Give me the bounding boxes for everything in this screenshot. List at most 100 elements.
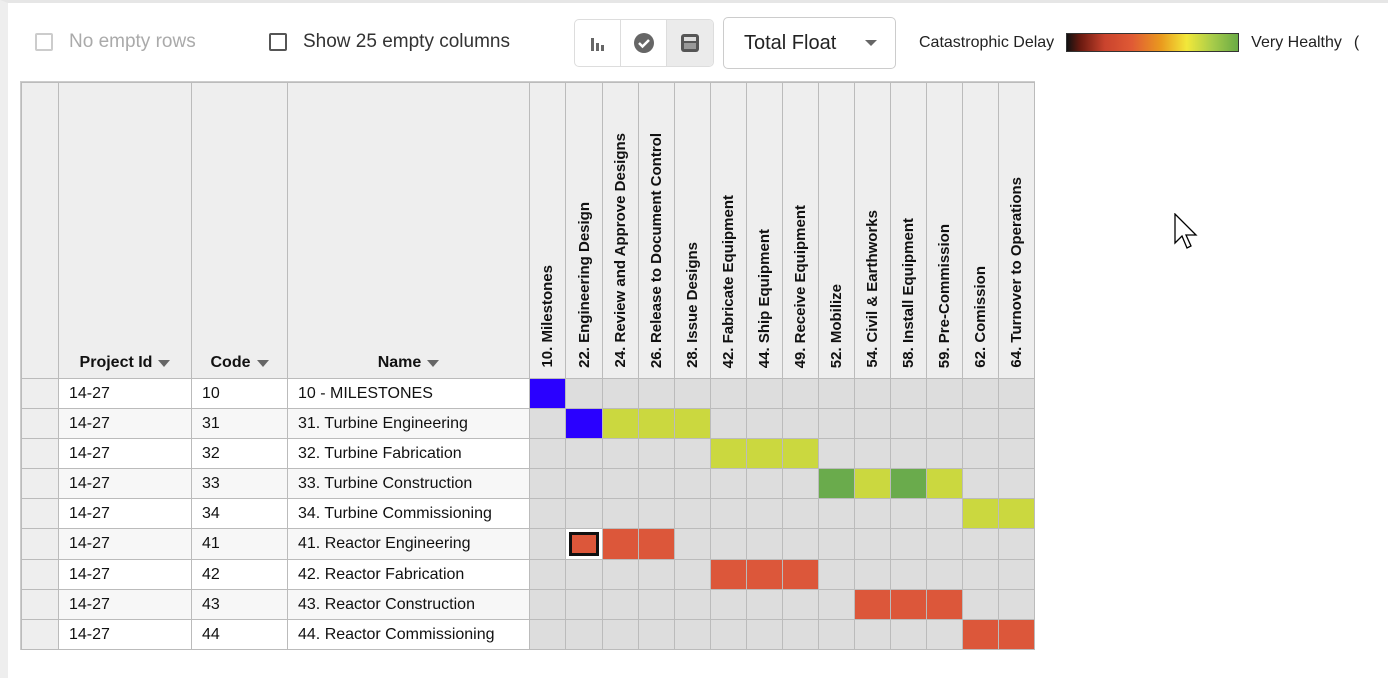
heatmap-cell[interactable]: [818, 468, 855, 499]
table-row[interactable]: 14-27 41 41. Reactor Engineering: [21, 528, 1035, 560]
heatmap-cell[interactable]: [998, 559, 1035, 590]
heatmap-cell[interactable]: [710, 408, 747, 439]
name-cell[interactable]: 43. Reactor Construction: [287, 589, 530, 620]
heatmap-cell[interactable]: [782, 378, 819, 409]
heatmap-cell[interactable]: [529, 619, 566, 650]
name-cell[interactable]: 10 - MILESTONES: [287, 378, 530, 409]
heatmap-cell[interactable]: [565, 589, 603, 620]
heatmap-cell[interactable]: [674, 468, 711, 499]
heatmap-cell[interactable]: [926, 619, 963, 650]
heatmap-cell[interactable]: [854, 498, 891, 529]
heatmap-cell[interactable]: [854, 559, 891, 590]
heatmap-cell[interactable]: [638, 619, 675, 650]
heatmap-cell[interactable]: [529, 378, 566, 409]
heatmap-cell[interactable]: [602, 498, 639, 529]
heatmap-cell[interactable]: [782, 619, 819, 650]
heatmap-cell[interactable]: [890, 559, 927, 590]
heatmap-cell[interactable]: [782, 438, 819, 469]
activity-column-header[interactable]: 64. Turnover to Operations: [998, 82, 1035, 379]
code-cell[interactable]: 32: [191, 438, 288, 469]
activity-column-header[interactable]: 10. Milestones: [529, 82, 566, 379]
heatmap-cell[interactable]: [565, 498, 603, 529]
heatmap-cell[interactable]: [565, 408, 603, 439]
heatmap-cell[interactable]: [674, 438, 711, 469]
heatmap-cell[interactable]: [890, 619, 927, 650]
heatmap-cell[interactable]: [638, 468, 675, 499]
project-id-cell[interactable]: 14-27: [58, 408, 192, 439]
heatmap-cell[interactable]: [674, 378, 711, 409]
heatmap-cell[interactable]: [998, 619, 1035, 650]
heatmap-cell[interactable]: [890, 408, 927, 439]
heatmap-cell[interactable]: [998, 528, 1035, 560]
heatmap-cell[interactable]: [998, 498, 1035, 529]
heatmap-cell[interactable]: [565, 468, 603, 499]
heatmap-cell[interactable]: [962, 408, 999, 439]
activity-column-header[interactable]: 58. Install Equipment: [890, 82, 927, 379]
activity-column-header[interactable]: 59. Pre-Commission: [926, 82, 963, 379]
name-cell[interactable]: 44. Reactor Commissioning: [287, 619, 530, 650]
name-cell[interactable]: 34. Turbine Commissioning: [287, 498, 530, 529]
show-empty-columns-checkbox[interactable]: Show 25 empty columns: [269, 31, 510, 53]
heatmap-cell[interactable]: [854, 619, 891, 650]
heatmap-cell[interactable]: [926, 528, 963, 560]
heatmap-cell[interactable]: [782, 468, 819, 499]
heatmap-cell[interactable]: [674, 589, 711, 620]
activity-column-header[interactable]: 24. Review and Approve Designs: [602, 82, 639, 379]
code-cell[interactable]: 41: [191, 528, 288, 560]
name-cell[interactable]: 33. Turbine Construction: [287, 468, 530, 499]
heatmap-cell[interactable]: [890, 468, 927, 499]
code-header[interactable]: Code: [191, 82, 288, 379]
code-cell[interactable]: 42: [191, 559, 288, 590]
heatmap-cell[interactable]: [998, 408, 1035, 439]
table-row[interactable]: 14-27 34 34. Turbine Commissioning: [21, 498, 1035, 529]
heatmap-cell[interactable]: [818, 559, 855, 590]
heatmap-cell[interactable]: [565, 378, 603, 409]
filter-icon[interactable]: [427, 359, 440, 367]
heatmap-cell[interactable]: [998, 468, 1035, 499]
heatmap-cell[interactable]: [926, 408, 963, 439]
no-empty-rows-checkbox[interactable]: No empty rows: [35, 31, 196, 53]
heatmap-cell[interactable]: [602, 528, 639, 560]
heatmap-cell[interactable]: [854, 438, 891, 469]
heatmap-cell[interactable]: [602, 378, 639, 409]
heatmap-cell[interactable]: [602, 468, 639, 499]
heatmap-cell[interactable]: [674, 528, 711, 560]
activity-column-header[interactable]: 49. Receive Equipment: [782, 82, 819, 379]
heatmap-cell[interactable]: [638, 438, 675, 469]
heatmap-cell[interactable]: [818, 438, 855, 469]
heatmap-cell[interactable]: [998, 378, 1035, 409]
heatmap-cell[interactable]: [529, 438, 566, 469]
heatmap-cell[interactable]: [602, 619, 639, 650]
heatmap-cell[interactable]: [529, 468, 566, 499]
heatmap-cell[interactable]: [854, 468, 891, 499]
heatmap-cell[interactable]: [890, 498, 927, 529]
heatmap-cell[interactable]: [926, 559, 963, 590]
heatmap-cell[interactable]: [782, 559, 819, 590]
filter-icon[interactable]: [256, 359, 269, 367]
table-row[interactable]: 14-27 43 43. Reactor Construction: [21, 589, 1035, 620]
heatmap-cell[interactable]: [710, 378, 747, 409]
heatmap-cell[interactable]: [529, 528, 566, 560]
row-number-cell[interactable]: [21, 468, 59, 499]
code-cell[interactable]: 44: [191, 619, 288, 650]
heatmap-cell[interactable]: [529, 589, 566, 620]
heatmap-cell[interactable]: [818, 498, 855, 529]
table-row[interactable]: 14-27 10 10 - MILESTONES: [21, 378, 1035, 409]
activity-column-header[interactable]: 42. Fabricate Equipment: [710, 82, 747, 379]
heatmap-cell[interactable]: [818, 408, 855, 439]
heatmap-cell[interactable]: [710, 498, 747, 529]
row-number-cell[interactable]: [21, 378, 59, 409]
heatmap-cell[interactable]: [565, 438, 603, 469]
project-id-cell[interactable]: 14-27: [58, 528, 192, 560]
check-view-button[interactable]: [621, 20, 667, 66]
bar-chart-view-button[interactable]: [575, 20, 621, 66]
heatmap-cell[interactable]: [962, 559, 999, 590]
heatmap-cell[interactable]: [602, 438, 639, 469]
row-number-cell[interactable]: [21, 619, 59, 650]
heatmap-cell[interactable]: [782, 498, 819, 529]
activity-column-header[interactable]: 22. Engineering Design: [565, 82, 603, 379]
heatmap-cell[interactable]: [890, 378, 927, 409]
heatmap-cell[interactable]: [746, 468, 783, 499]
code-cell[interactable]: 33: [191, 468, 288, 499]
heatmap-cell[interactable]: [602, 408, 639, 439]
